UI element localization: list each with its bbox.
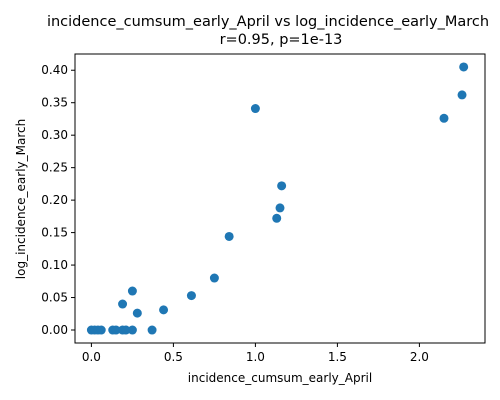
data-point-5 bbox=[111, 325, 121, 335]
data-point-21 bbox=[439, 113, 449, 123]
y-tick-label: 0.20 bbox=[41, 193, 68, 207]
data-points bbox=[86, 62, 469, 335]
plot-area: 0.0 0.5 1.0 1.5 2.0 0.00 0.05 0.10 0.15 0.20 0.25… bbox=[41, 53, 486, 364]
data-point-16 bbox=[224, 231, 234, 241]
y-tick-label: 0.30 bbox=[41, 128, 68, 142]
data-point-12 bbox=[132, 308, 142, 318]
y-tick-label: 0.40 bbox=[41, 63, 68, 77]
x-tick-label: 0.0 bbox=[82, 350, 101, 364]
chart-title: incidence_cumsum_early_April vs log_inci… bbox=[47, 14, 489, 30]
data-point-8 bbox=[127, 325, 137, 335]
x-tick-label: 2.0 bbox=[410, 350, 429, 364]
data-point-22 bbox=[457, 90, 467, 100]
data-point-7 bbox=[121, 325, 131, 335]
y-tick-label: 0.00 bbox=[41, 323, 68, 337]
axes-frame bbox=[74, 53, 486, 344]
x-tick-label: 1.0 bbox=[246, 350, 265, 364]
x-tick-label: 0.5 bbox=[164, 350, 183, 364]
y-tick-label: 0.10 bbox=[41, 258, 68, 272]
data-point-10 bbox=[118, 299, 128, 309]
data-point-19 bbox=[275, 203, 285, 213]
y-tick-label: 0.05 bbox=[41, 291, 68, 305]
data-point-18 bbox=[272, 213, 282, 223]
data-point-17 bbox=[250, 104, 260, 114]
data-point-13 bbox=[159, 305, 169, 315]
data-point-3 bbox=[96, 325, 106, 335]
x-axis-label: incidence_cumsum_early_April bbox=[188, 371, 372, 385]
x-axis-ticks: 0.0 0.5 1.0 1.5 2.0 bbox=[82, 343, 429, 364]
y-axis-label: log_incidence_early_March bbox=[14, 119, 28, 279]
y-tick-label: 0.35 bbox=[41, 96, 68, 110]
data-point-9 bbox=[147, 325, 157, 335]
data-point-14 bbox=[186, 291, 196, 301]
y-tick-label: 0.15 bbox=[41, 226, 68, 240]
data-point-23 bbox=[459, 62, 469, 72]
x-tick-label: 1.5 bbox=[328, 350, 347, 364]
y-tick-label: 0.25 bbox=[41, 161, 68, 175]
chart-subtitle: r=0.95, p=1e-13 bbox=[220, 32, 343, 48]
data-point-15 bbox=[209, 273, 219, 283]
data-point-11 bbox=[127, 286, 137, 296]
y-axis-ticks: 0.00 0.05 0.10 0.15 0.20 0.25 0.30 0.35 0.40 bbox=[41, 63, 75, 337]
data-point-20 bbox=[277, 181, 287, 191]
